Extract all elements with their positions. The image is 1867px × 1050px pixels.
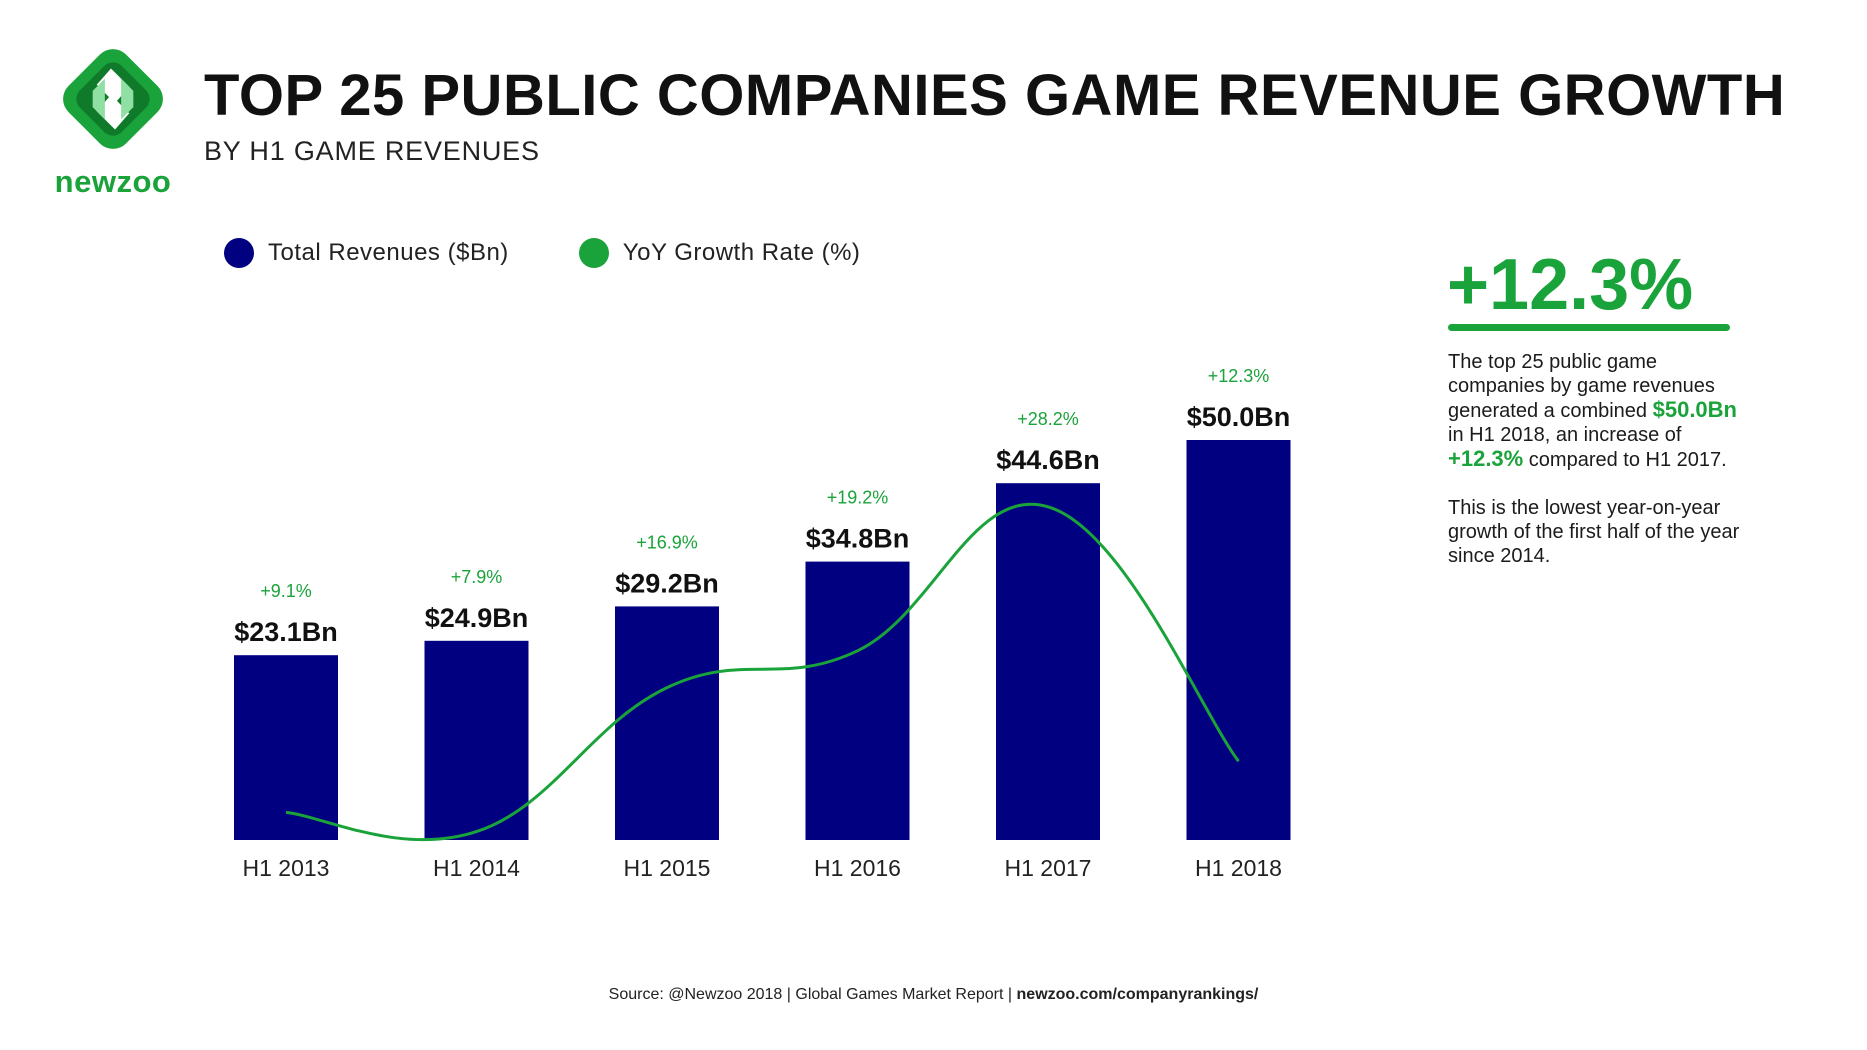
page-title: TOP 25 PUBLIC COMPANIES GAME REVENUE GRO…: [204, 63, 1786, 128]
revenue-bar: [1186, 440, 1291, 840]
legend-swatch-revenues: [224, 238, 254, 268]
page-subtitle: BY H1 GAME REVENUES: [204, 136, 540, 166]
growth-rate-label: +19.2%: [827, 488, 889, 508]
callout-text: The top 25 public game companies by game…: [1448, 350, 1758, 592]
callout-paragraph-1: The top 25 public game companies by game…: [1448, 350, 1758, 472]
callout-highlight-growth: +12.3%: [1448, 446, 1524, 471]
revenue-value-label: $24.9Bn: [425, 603, 529, 633]
callout-p1-a: The top 25 public game companies by game…: [1448, 351, 1715, 422]
revenue-value-label: $23.1Bn: [234, 617, 338, 647]
logo-wordmark: newzoo: [54, 164, 172, 199]
callout-paragraph-2: This is the lowest year-on-year growth o…: [1448, 497, 1740, 567]
source-text: Source: @Newzoo 2018 | Global Games Mark…: [608, 986, 1013, 1003]
legend-item-revenues: Total Revenues ($Bn): [224, 238, 509, 268]
source-link[interactable]: newzoo.com/companyrankings/: [1016, 986, 1259, 1003]
category-tick-label: H1 2017: [1005, 855, 1092, 881]
revenue-bar: [805, 561, 910, 840]
revenue-bar: [996, 483, 1100, 840]
revenue-value-label: $34.8Bn: [806, 524, 910, 554]
growth-rate-label: +16.9%: [636, 532, 698, 552]
growth-rate-label: +9.1%: [260, 581, 312, 601]
callout-highlight-revenue: $50.0Bn: [1652, 397, 1737, 422]
chart-legend: Total Revenues ($Bn) YoY Growth Rate (%): [224, 238, 930, 268]
newzoo-logo: newzoo: [48, 38, 178, 199]
growth-rate-label: +7.9%: [451, 567, 503, 587]
category-tick-label: H1 2014: [433, 855, 520, 881]
category-tick-label: H1 2016: [814, 855, 901, 881]
category-tick-label: H1 2013: [243, 855, 330, 881]
category-tick-label: H1 2015: [624, 855, 711, 881]
callout-underline: [1448, 324, 1730, 331]
growth-rate-label: +28.2%: [1017, 409, 1079, 429]
revenue-value-label: $29.2Bn: [615, 568, 719, 598]
growth-rate-label: +12.3%: [1208, 366, 1270, 386]
legend-item-growth: YoY Growth Rate (%): [578, 238, 861, 268]
revenue-bar: [424, 640, 529, 840]
legend-label-revenues: Total Revenues ($Bn): [268, 239, 509, 266]
revenue-bar: [234, 655, 338, 840]
legend-swatch-growth: [578, 238, 609, 268]
revenue-bar: [615, 606, 719, 840]
legend-label-growth: YoY Growth Rate (%): [622, 239, 861, 266]
callout-p1-b: in H1 2018, an increase of: [1448, 424, 1682, 446]
revenue-value-label: $50.0Bn: [1187, 402, 1291, 432]
category-tick-label: H1 2018: [1195, 855, 1282, 881]
newzoo-logo-icon: [63, 49, 163, 149]
callout-p1-c: compared to H1 2017.: [1528, 449, 1727, 471]
callout-headline: +12.3%: [1447, 245, 1694, 325]
revenue-value-label: $44.6Bn: [996, 445, 1100, 475]
source-footer: Source: @Newzoo 2018 | Global Games Mark…: [0, 986, 1867, 1004]
growth-rate-line: [285, 502, 1240, 842]
